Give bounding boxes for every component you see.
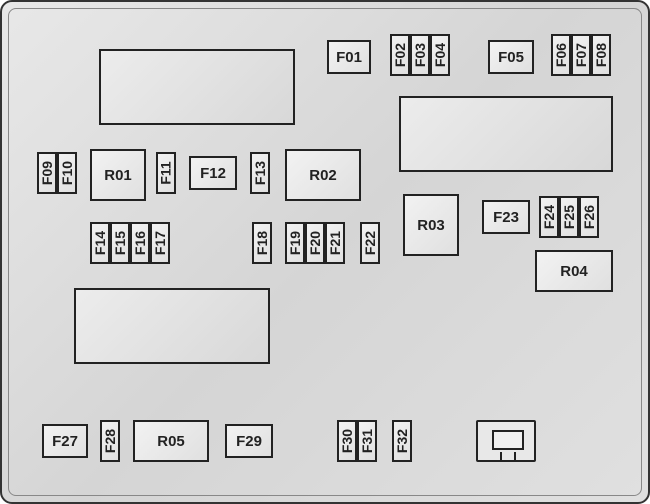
f16-label: F16 <box>132 231 148 255</box>
f02-label: F02 <box>392 43 408 67</box>
f25-slot: F25 <box>559 196 579 238</box>
f32-label: F32 <box>394 429 410 453</box>
f16-slot: F16 <box>130 222 150 264</box>
blank_mid-slot <box>74 288 270 364</box>
f30-slot: F30 <box>337 420 357 462</box>
r03-slot: R03 <box>403 194 459 256</box>
f27-slot: F27 <box>42 424 88 458</box>
f30-label: F30 <box>339 429 355 453</box>
f07-label: F07 <box>573 43 589 67</box>
f25-label: F25 <box>561 205 577 229</box>
f14-slot: F14 <box>90 222 110 264</box>
f01-slot: F01 <box>327 40 371 74</box>
r02-slot: R02 <box>285 149 361 201</box>
f24-slot: F24 <box>539 196 559 238</box>
f20-label: F20 <box>307 231 323 255</box>
f32-slot: F32 <box>392 420 412 462</box>
f03-label: F03 <box>412 43 428 67</box>
f09-label: F09 <box>39 161 55 185</box>
f23-slot: F23 <box>482 200 530 234</box>
f06-slot: F06 <box>551 34 571 76</box>
f20-slot: F20 <box>305 222 325 264</box>
f31-slot: F31 <box>357 420 377 462</box>
f15-label: F15 <box>112 231 128 255</box>
f03-slot: F03 <box>410 34 430 76</box>
f19-label: F19 <box>287 231 303 255</box>
f07-slot: F07 <box>571 34 591 76</box>
f05-slot: F05 <box>488 40 534 74</box>
blank_top-slot <box>99 49 295 125</box>
f08-slot: F08 <box>591 34 611 76</box>
f28-label: F28 <box>102 429 118 453</box>
f19-slot: F19 <box>285 222 305 264</box>
f10-label: F10 <box>59 161 75 185</box>
f21-slot: F21 <box>325 222 345 264</box>
f06-label: F06 <box>553 43 569 67</box>
f21-label: F21 <box>327 231 343 255</box>
f09-slot: F09 <box>37 152 57 194</box>
f14-label: F14 <box>92 231 108 255</box>
f04-label: F04 <box>432 43 448 67</box>
f22-slot: F22 <box>360 222 380 264</box>
f18-label: F18 <box>254 231 270 255</box>
f17-label: F17 <box>152 231 168 255</box>
f28-slot: F28 <box>100 420 120 462</box>
f22-label: F22 <box>362 231 378 255</box>
f26-slot: F26 <box>579 196 599 238</box>
blank_right-slot <box>399 96 613 172</box>
f12-slot: F12 <box>189 156 237 190</box>
f29-slot: F29 <box>225 424 273 458</box>
f10-slot: F10 <box>57 152 77 194</box>
connector-port <box>476 420 536 462</box>
f24-label: F24 <box>541 205 557 229</box>
f18-slot: F18 <box>252 222 272 264</box>
f13-slot: F13 <box>250 152 270 194</box>
r05-slot: R05 <box>133 420 209 462</box>
f11-slot: F11 <box>156 152 176 194</box>
f17-slot: F17 <box>150 222 170 264</box>
f04-slot: F04 <box>430 34 450 76</box>
f26-label: F26 <box>581 205 597 229</box>
f02-slot: F02 <box>390 34 410 76</box>
f13-label: F13 <box>252 161 268 185</box>
f31-label: F31 <box>359 429 375 453</box>
f08-label: F08 <box>593 43 609 67</box>
r01-slot: R01 <box>90 149 146 201</box>
f15-slot: F15 <box>110 222 130 264</box>
r04-slot: R04 <box>535 250 613 292</box>
fuse-box-panel: F01 F02F03F04 F05 F06F07F08 F09F10 R01 F11 F12 F… <box>0 0 650 504</box>
f11-label: F11 <box>158 161 174 184</box>
